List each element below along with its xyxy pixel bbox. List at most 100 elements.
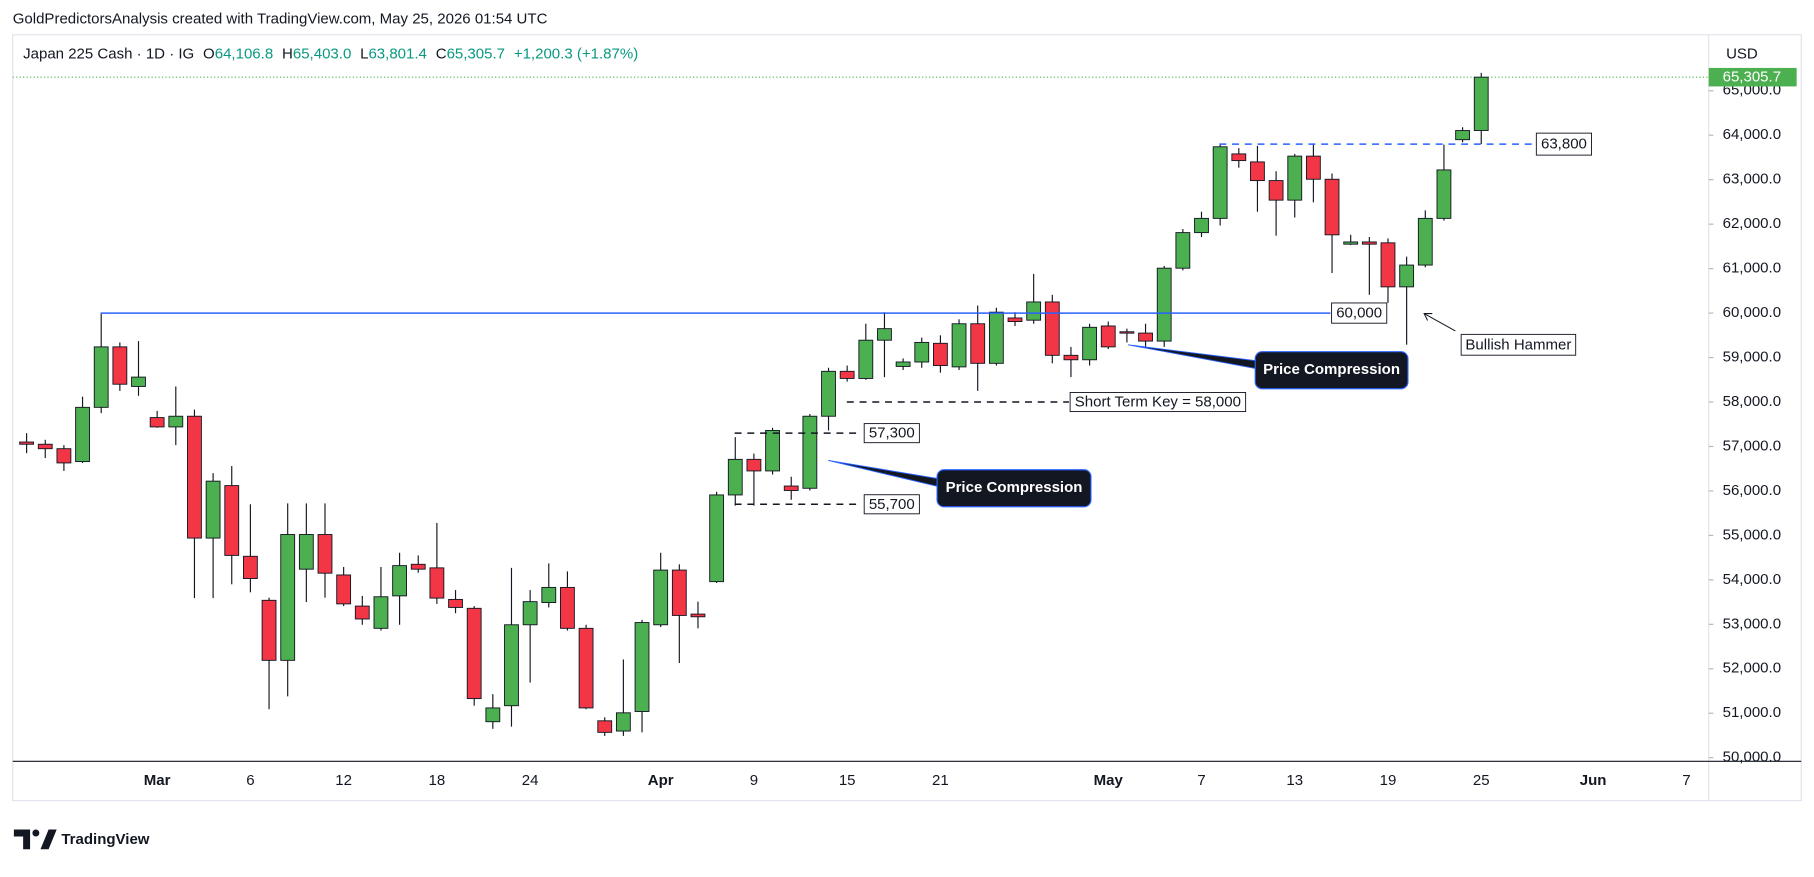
candle-body [1324,178,1340,236]
candle-body [280,534,296,661]
legend-key: C [436,45,447,62]
y-tick-label: 58,000.0 [1723,393,1781,410]
level-label-box [863,494,920,515]
x-tick-label: May [1094,772,1124,789]
callout-box [936,469,1092,508]
candle-body [466,607,482,700]
candle-body [187,415,202,539]
candle-body [1063,354,1079,361]
x-tick-label: 15 [839,772,856,789]
plot: 50,000.0 51,000.0 52,000.0 53,000.0 54,000.0… [12,67,1797,789]
candle-body [1119,331,1135,334]
y-tick-label: 63,000.0 [1723,171,1781,188]
candle-body [1305,155,1321,180]
x-tick-label: 7 [1682,772,1690,789]
candle-body [1250,161,1265,182]
candle-body [19,441,35,445]
symbol: Japan 225 Cash · 1D · IG [23,45,194,62]
level-label: 57,300 [869,425,915,442]
x-tick-label: Apr [648,772,674,789]
candle-body [597,720,613,733]
callout-pointer [1127,344,1260,370]
candle-body [1380,242,1396,288]
level-label-box [863,423,920,444]
candle-body [504,624,519,707]
x-tick-label: 7 [1197,772,1205,789]
candle-body [373,596,389,629]
legend-value: 63,801.4 [368,45,426,62]
legend-key: L [360,45,368,62]
level-label: Short Term Key = 58,000 [1075,394,1241,411]
candle-body [839,370,855,379]
logo: TradingView [13,829,150,850]
last-price-label: 65,305.7 [1723,69,1781,86]
candle-body [75,406,90,463]
logo-dot [32,829,40,837]
candle-body [933,342,948,367]
candle-body [1361,241,1377,245]
candle-body [242,555,258,579]
x-tick-label: 12 [335,772,352,789]
candle-body [1455,130,1470,141]
candle-body [765,430,780,472]
candle-body [821,370,836,417]
candle-body [392,565,407,597]
x-tick-label: Jun [1580,772,1607,789]
x-tick-label: Mar [144,772,171,789]
logo-mark [13,829,31,850]
callout-pointer [828,460,942,488]
callout-arrowhead [1423,313,1433,321]
candle-body [1268,180,1284,201]
candle-body [1156,267,1172,342]
candle-body [1287,155,1303,201]
candle-body [522,601,538,626]
candle-body [317,534,333,574]
candle-body [727,458,743,496]
y-tick-label: 62,000.0 [1723,215,1781,232]
candle-body [634,622,650,712]
candle-body [354,605,370,620]
candle-body [1343,241,1359,245]
x-tick-label: 21 [932,772,949,789]
level-label: 55,700 [869,496,915,513]
legend-key: H [282,45,293,62]
y-tick-label: 61,000.0 [1723,260,1781,277]
legend-key: O [203,45,215,62]
candle-body [988,311,1004,364]
candle-body [149,417,165,428]
candle-body [746,458,762,472]
legend-value: 65,403.0 [293,45,351,62]
change: +1,200.3 (+1.87%) [514,45,638,62]
x-tick-label: 9 [750,772,758,789]
candle-body [709,494,725,583]
level-label: 60,000 [1336,305,1382,322]
chart-frame [12,34,1802,802]
candle-body [1194,217,1209,234]
candle-body [671,569,687,616]
candle-body [951,323,967,368]
x-tick-label: 13 [1286,772,1303,789]
candle-body [410,563,426,570]
y-tick-label: 60,000.0 [1723,304,1781,321]
candle-body [1473,76,1489,131]
candle-body [1436,169,1452,219]
currency: USD [1726,45,1758,62]
candle-body [783,485,799,491]
candle-body [56,448,72,464]
attribution: GoldPredictorsAnalysis created with Trad… [13,11,548,28]
y-tick-label: 51,000.0 [1723,704,1781,721]
candle-body [429,567,445,599]
candle-body [112,346,128,385]
legend-value: 65,305.7 [447,45,505,62]
candle-body [448,598,463,608]
level-label-box [1535,132,1593,156]
x-tick-label: 24 [522,772,539,789]
candle-body [336,574,352,605]
y-tick-label: 55,000.0 [1723,526,1781,543]
candle-body [858,339,874,379]
candle-body [485,707,501,723]
candle-body [578,627,594,709]
y-tick-label: 64,000.0 [1723,126,1781,143]
candle-body [131,376,146,387]
